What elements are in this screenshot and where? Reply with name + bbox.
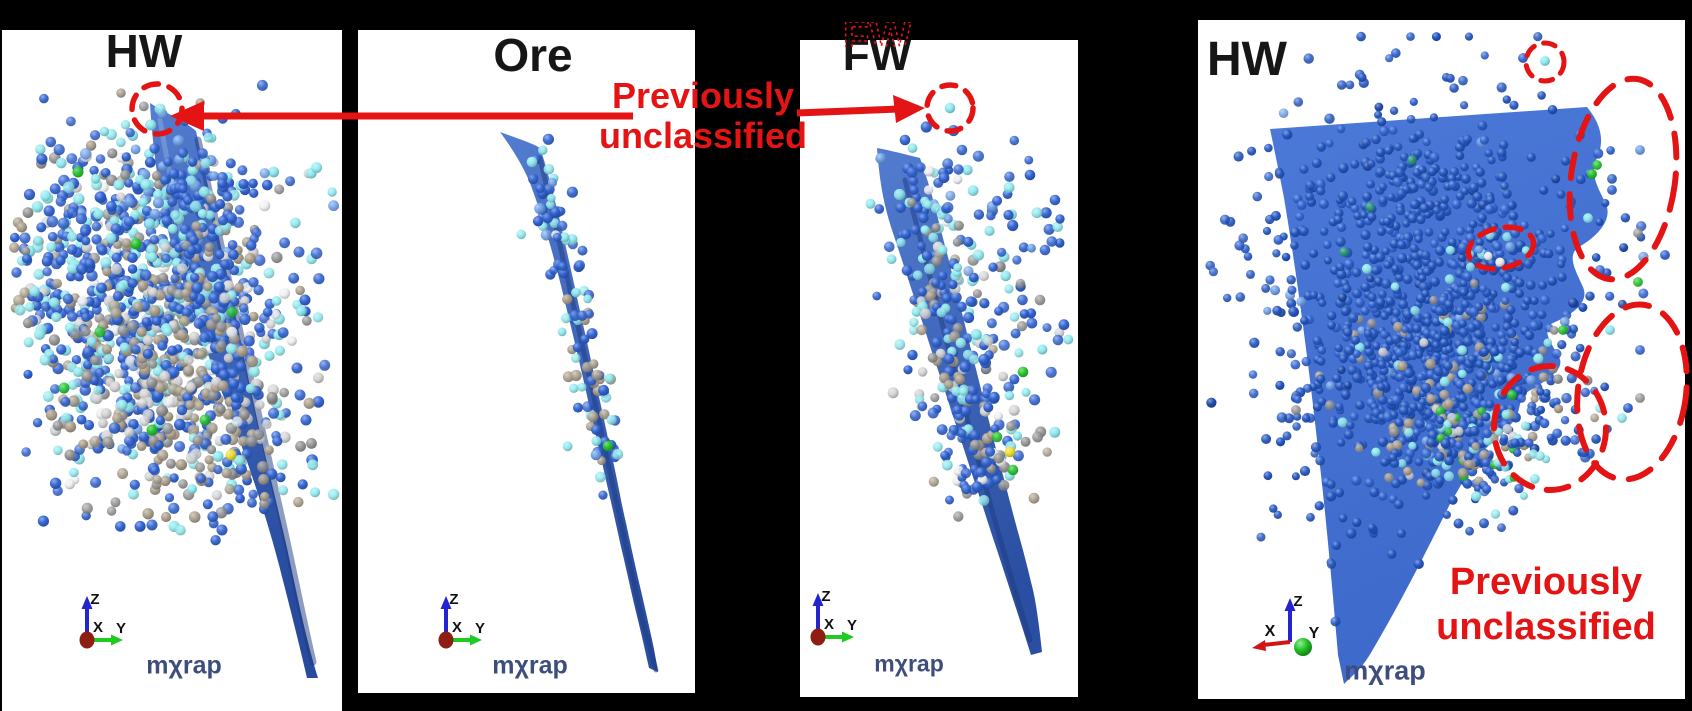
annotation-line: unclassified [1436,606,1656,648]
mxrap-logo: mχrap [1344,655,1426,686]
annotation-line: Previously [1449,561,1643,603]
annotation-previously-unclassified-left: Previously unclassified [523,76,883,156]
panel-title-fw-side: FW [842,40,912,80]
scatter-plot-hw-side [9,79,340,678]
mxrap-logo: mχrap [492,651,568,680]
annotation-line: unclassified [598,115,808,156]
annotation-previously-unclassified-right: Previously unclassified [1366,560,1692,650]
annotation-line: Previously [611,75,795,116]
panel-hw-side: HW [2,30,342,711]
scatter-plot-ore [500,132,659,673]
panel-fw-side: FW [800,40,1078,697]
scatter-plot-hw-front [1205,31,1670,684]
panel-title-ore: Ore [493,30,573,81]
mxrap-logo: mχrap [146,651,222,680]
panel-title-hw-front: HW [1207,33,1287,86]
scatter-plot-fw-side [865,102,1074,655]
mxrap-logo: mχrap [874,650,944,677]
panel-title-hw-side: HW [105,30,183,77]
panel-ore: Ore [358,30,695,693]
